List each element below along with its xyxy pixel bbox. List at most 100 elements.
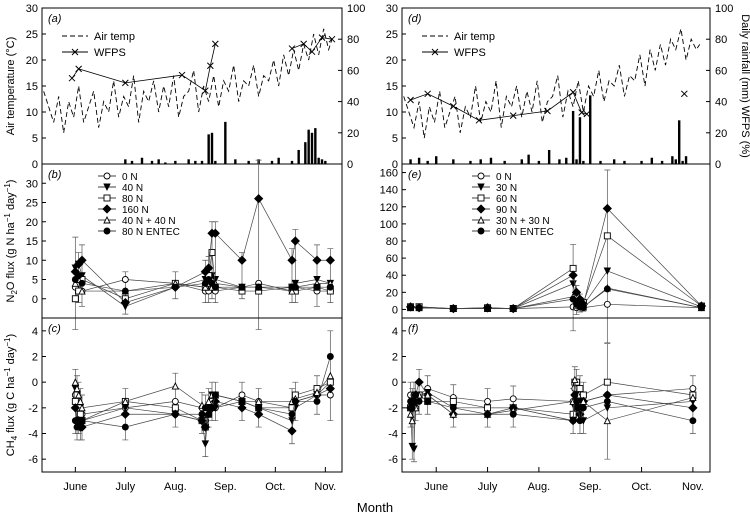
wfps-point: [680, 90, 688, 98]
panel-frame: [41, 317, 343, 473]
data-point: [237, 403, 247, 413]
rainfall-bar: [435, 156, 438, 164]
data-point: [449, 404, 457, 412]
data-point: [77, 255, 87, 265]
wfps-point: [544, 107, 551, 115]
data-point: [201, 440, 210, 448]
rainfall-bar: [224, 121, 227, 164]
rainfall-bar: [234, 159, 237, 164]
month-label: July: [478, 481, 498, 493]
data-point: [415, 304, 423, 312]
legend-marker: [103, 215, 111, 224]
data-point: [171, 283, 179, 291]
data-point: [288, 410, 296, 418]
rainfall-bar: [174, 160, 177, 164]
rainfall-bar: [489, 157, 493, 164]
data-point: [412, 391, 420, 399]
panel-label: (d): [408, 13, 422, 25]
legend-marker: [476, 204, 486, 214]
y-tick-label: -2: [28, 403, 38, 415]
data-point: [121, 276, 129, 283]
data-point: [689, 385, 697, 393]
panel-a: [41, 7, 343, 165]
y-tick-label: 25: [26, 198, 38, 210]
y-tick-label: 80: [386, 236, 398, 248]
data-point: [238, 391, 246, 399]
rainfall-bar: [520, 159, 523, 164]
y-tick-label: -6: [28, 454, 38, 466]
y-tick-label: 0: [32, 377, 38, 389]
y-tick-label: 0: [392, 159, 398, 171]
legend-label: 40 N + 40 N: [122, 216, 176, 227]
data-point: [71, 378, 80, 386]
data-point: [603, 232, 611, 240]
rainfall-bar: [187, 159, 190, 164]
data-point: [449, 410, 458, 418]
rainfall-bar: [650, 157, 654, 164]
rainfall-bar: [157, 159, 160, 164]
y-axis-title: N2O flux (g N ha−1 day−1): [3, 180, 19, 303]
rainfall-bar: [640, 160, 643, 164]
rainfall-bar: [270, 160, 274, 164]
rainfall-bar: [575, 159, 578, 164]
data-point: [291, 283, 299, 291]
data-point: [254, 194, 264, 204]
legend-marker: [477, 194, 485, 202]
month-label: June: [424, 481, 448, 493]
data-point: [325, 255, 335, 265]
panel-f: [401, 317, 711, 473]
data-point: [689, 393, 697, 402]
data-point: [254, 409, 264, 419]
y2-tick-label: 40: [715, 97, 727, 109]
data-point: [238, 283, 246, 291]
rainfall-bar: [479, 159, 482, 164]
y2-tick-label: 20: [715, 128, 727, 140]
data-point: [697, 304, 705, 312]
data-point: [407, 304, 415, 312]
rainfall-bar: [164, 162, 167, 164]
legend-marker: [103, 183, 111, 192]
y-tick-label: 4: [392, 326, 398, 338]
data-point: [568, 270, 578, 280]
rainfall-bar: [290, 160, 294, 164]
y-axis-title: Air temperature (°C): [5, 37, 17, 136]
y-tick-label: 4: [32, 326, 38, 338]
data-point: [74, 390, 83, 399]
rainfall-bar: [589, 95, 592, 164]
legend-label: 30 N + 30 N: [496, 216, 550, 227]
rainfall-bar: [674, 159, 677, 164]
data-point: [76, 397, 85, 405]
data-point: [313, 397, 321, 405]
y-axis-title: CH4 flux (g C ha−1 day−1): [3, 334, 19, 456]
data-point: [204, 397, 213, 405]
panel-label: (f): [408, 323, 419, 335]
wfps-point: [211, 40, 219, 48]
data-point: [200, 422, 210, 432]
y2-tick-label: 60: [715, 65, 727, 77]
data-point: [78, 279, 86, 287]
rainfall-bar: [612, 159, 616, 164]
y2-tick-label: 0: [715, 159, 721, 171]
rainfall-bar: [140, 157, 144, 164]
error-bar: [255, 159, 262, 330]
data-point: [237, 255, 247, 265]
series-line: [410, 207, 702, 309]
month-label: Aug.: [528, 481, 551, 493]
wfps-point: [583, 110, 591, 118]
legend-air-temp: Air temp: [94, 31, 135, 43]
data-point: [78, 287, 86, 295]
data-point: [120, 297, 130, 308]
data-point: [198, 410, 206, 418]
rainfall-bar: [304, 142, 307, 164]
y-tick-label: 0: [392, 377, 398, 389]
month-label: Nov.: [682, 481, 704, 493]
data-point: [255, 404, 263, 412]
rainfall-bar: [558, 159, 561, 164]
x-axis-title: Month: [357, 500, 393, 515]
data-point: [171, 410, 179, 418]
month-label: Sep.: [214, 481, 237, 493]
data-point: [171, 382, 180, 390]
data-point: [689, 417, 697, 425]
data-point: [312, 255, 322, 265]
